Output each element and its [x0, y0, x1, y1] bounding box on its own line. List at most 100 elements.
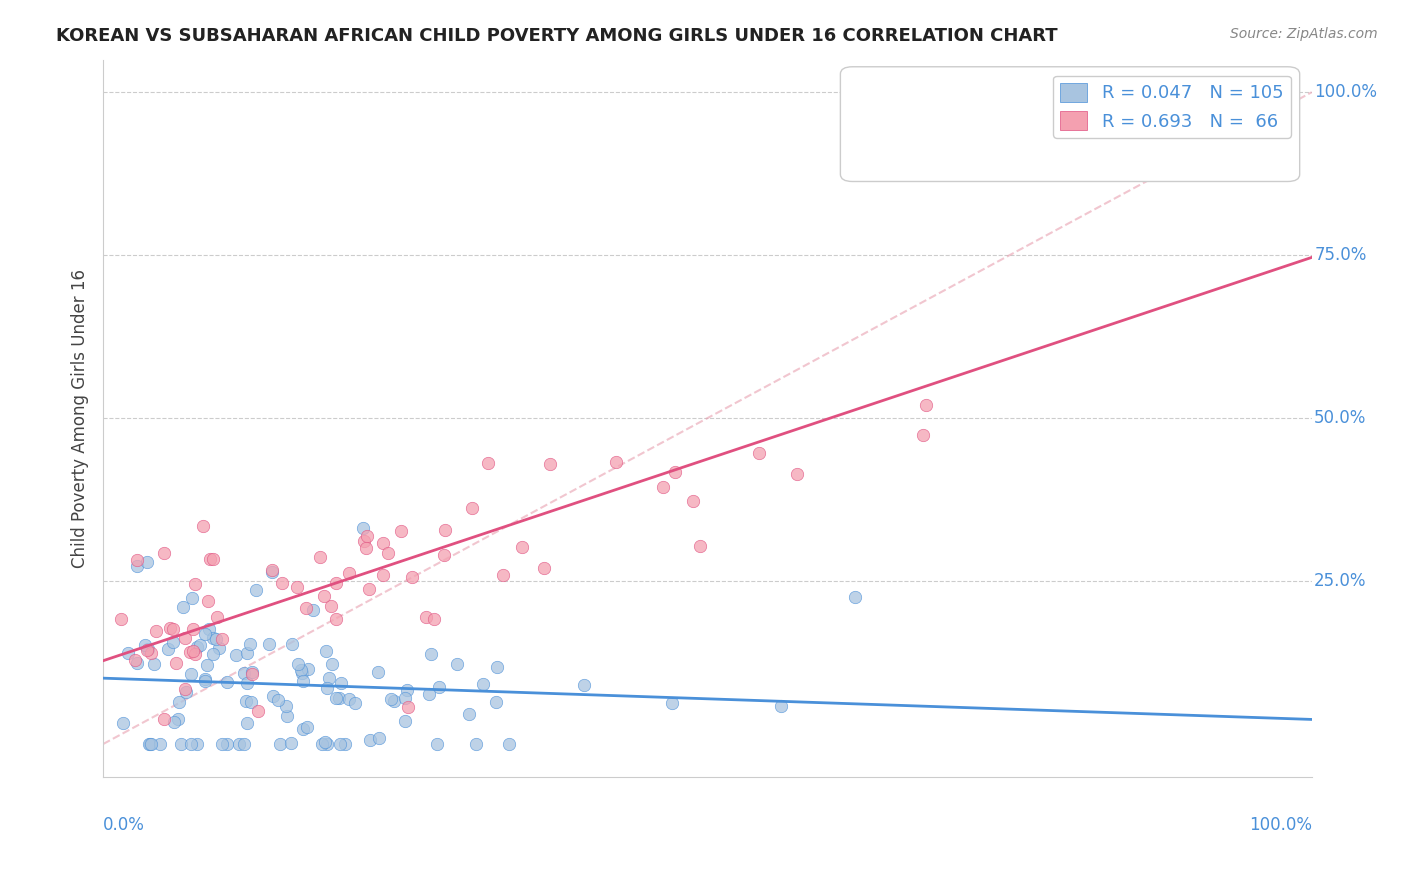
- Koreans: [325, 691, 347, 706]
- Koreans: [167, 695, 190, 709]
- Sub-Saharan Africans: [152, 712, 174, 726]
- Koreans: [314, 734, 336, 748]
- Sub-Saharan Africans: [159, 621, 181, 635]
- Sub-Saharan Africans: [153, 546, 176, 560]
- Sub-Saharan Africans: [325, 575, 347, 590]
- Sub-Saharan Africans: [998, 118, 1021, 132]
- Koreans: [225, 648, 247, 663]
- Koreans: [235, 694, 257, 708]
- Sub-Saharan Africans: [682, 493, 704, 508]
- Koreans: [245, 582, 267, 597]
- Koreans: [180, 667, 202, 681]
- Koreans: [194, 626, 217, 640]
- Koreans: [211, 737, 233, 751]
- Sub-Saharan Africans: [689, 539, 711, 553]
- Sub-Saharan Africans: [260, 563, 283, 577]
- Koreans: [574, 678, 596, 692]
- Sub-Saharan Africans: [371, 568, 394, 582]
- Koreans: [396, 682, 419, 697]
- Koreans: [232, 737, 254, 751]
- Koreans: [125, 656, 148, 670]
- Koreans: [290, 664, 312, 678]
- Koreans: [217, 737, 239, 751]
- Sub-Saharan Africans: [181, 644, 204, 658]
- Koreans: [233, 665, 256, 680]
- Sub-Saharan Africans: [295, 601, 318, 615]
- Koreans: [136, 555, 159, 569]
- Text: 25.0%: 25.0%: [1315, 572, 1367, 591]
- Koreans: [458, 707, 481, 722]
- Koreans: [172, 600, 194, 615]
- Sub-Saharan Africans: [191, 519, 214, 533]
- Sub-Saharan Africans: [433, 548, 456, 562]
- Sub-Saharan Africans: [461, 500, 484, 515]
- Koreans: [394, 690, 416, 705]
- Koreans: [359, 733, 381, 747]
- Koreans: [143, 657, 166, 671]
- Koreans: [315, 643, 337, 657]
- Koreans: [287, 657, 309, 672]
- Sub-Saharan Africans: [321, 599, 343, 614]
- Sub-Saharan Africans: [184, 577, 207, 591]
- Sub-Saharan Africans: [197, 594, 219, 608]
- Koreans: [139, 737, 162, 751]
- Sub-Saharan Africans: [211, 632, 233, 646]
- Koreans: [228, 737, 250, 751]
- Koreans: [174, 685, 197, 699]
- Koreans: [661, 696, 683, 710]
- Sub-Saharan Africans: [359, 582, 381, 596]
- Sub-Saharan Africans: [181, 622, 204, 636]
- Koreans: [328, 737, 350, 751]
- Koreans: [465, 737, 488, 751]
- Koreans: [337, 691, 360, 706]
- Koreans: [318, 671, 340, 685]
- Koreans: [163, 714, 186, 729]
- Text: 100.0%: 100.0%: [1249, 816, 1312, 834]
- Sub-Saharan Africans: [786, 467, 808, 482]
- Sub-Saharan Africans: [423, 612, 446, 626]
- Koreans: [269, 737, 291, 751]
- Koreans: [201, 631, 224, 645]
- Koreans: [291, 722, 314, 736]
- Sub-Saharan Africans: [339, 566, 361, 580]
- Koreans: [202, 648, 225, 662]
- Koreans: [240, 665, 263, 679]
- Sub-Saharan Africans: [202, 552, 225, 566]
- Sub-Saharan Africans: [135, 643, 157, 657]
- Koreans: [262, 565, 284, 579]
- Koreans: [367, 665, 389, 679]
- Y-axis label: Child Poverty Among Girls Under 16: Child Poverty Among Girls Under 16: [72, 268, 89, 567]
- Koreans: [418, 688, 440, 702]
- Sub-Saharan Africans: [247, 704, 270, 718]
- Sub-Saharan Africans: [748, 446, 770, 460]
- Koreans: [343, 696, 366, 710]
- Koreans: [315, 681, 337, 695]
- Koreans: [419, 647, 441, 661]
- Sub-Saharan Africans: [605, 455, 627, 469]
- Koreans: [111, 716, 134, 731]
- Koreans: [328, 691, 350, 706]
- Koreans: [321, 657, 343, 671]
- Koreans: [844, 590, 866, 604]
- Sub-Saharan Africans: [353, 533, 375, 548]
- Sub-Saharan Africans: [664, 465, 686, 479]
- Koreans: [274, 698, 297, 713]
- Koreans: [291, 673, 314, 688]
- Sub-Saharan Africans: [652, 480, 675, 494]
- Sub-Saharan Africans: [124, 652, 146, 666]
- Koreans: [235, 716, 257, 731]
- Sub-Saharan Africans: [145, 624, 167, 638]
- Sub-Saharan Africans: [492, 567, 515, 582]
- Koreans: [472, 677, 495, 691]
- Sub-Saharan Africans: [510, 540, 533, 554]
- Koreans: [498, 737, 520, 751]
- Sub-Saharan Africans: [198, 552, 221, 566]
- Text: Source: ZipAtlas.com: Source: ZipAtlas.com: [1230, 27, 1378, 41]
- Sub-Saharan Africans: [270, 576, 292, 591]
- Koreans: [262, 689, 284, 703]
- Koreans: [427, 681, 450, 695]
- Koreans: [193, 672, 215, 686]
- Koreans: [382, 694, 405, 708]
- Koreans: [335, 737, 357, 751]
- Koreans: [217, 675, 239, 690]
